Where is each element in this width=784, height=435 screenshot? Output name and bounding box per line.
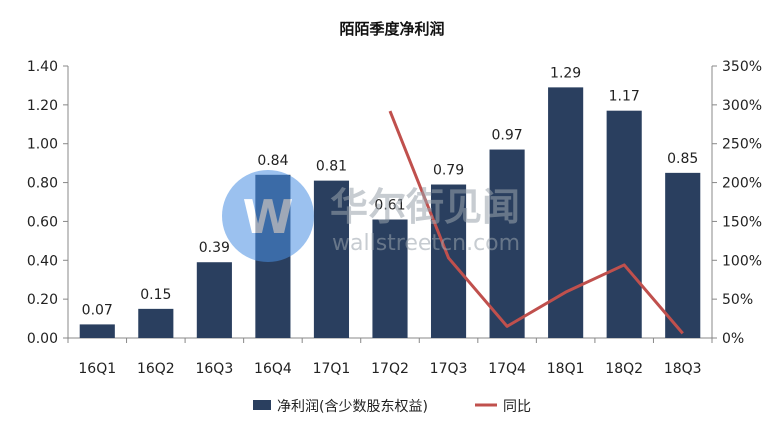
y-left-tick-label: 0.40 [27, 253, 58, 269]
legend-label-line: 同比 [503, 399, 531, 415]
legend: 净利润(含少数股东权益) 同比 [253, 399, 531, 415]
bar [372, 219, 408, 338]
x-tick-label: 18Q1 [547, 361, 585, 377]
y-left-tick-label: 0.60 [27, 214, 58, 230]
y-left-tick-label: 0.00 [27, 331, 58, 347]
y-left-tick-label: 0.80 [27, 176, 58, 192]
x-tick-label: 16Q4 [254, 361, 292, 377]
y-right-tick-label: 300% [722, 98, 762, 114]
data-label: 0.15 [140, 287, 171, 303]
bar [79, 324, 115, 338]
x-tick-label: 18Q2 [605, 361, 643, 377]
data-label: 0.39 [199, 240, 230, 256]
watermark: W 华尔街见闻 wallstreetcn.com [222, 170, 520, 262]
plot-area: 0.00 0.20 0.40 0.60 0.80 1.00 1.20 1.40 0% 50% 100… [27, 59, 762, 377]
data-label: 0.61 [374, 197, 405, 213]
x-tick-label: 16Q3 [195, 361, 233, 377]
y-left-tick-label: 1.40 [27, 59, 58, 75]
x-tick-label: 16Q2 [137, 361, 175, 377]
data-label: 0.85 [667, 151, 698, 167]
data-label: 0.79 [433, 163, 464, 179]
y-right-tick-label: 100% [722, 253, 762, 269]
y-right-tick-label: 50% [722, 292, 753, 308]
series-line-yoy [388, 110, 684, 335]
watermark-text-en: wallstreetcn.com [332, 231, 520, 256]
legend-label-bar: 净利润(含少数股东权益) [277, 399, 428, 415]
bar [548, 87, 584, 338]
bar [430, 184, 467, 338]
bar [665, 172, 701, 338]
legend-swatch-bar [253, 400, 271, 410]
data-label: 0.97 [492, 128, 523, 144]
chart-title: 陌陌季度净利润 [339, 20, 444, 38]
y-left-tick-label: 0.20 [27, 292, 58, 308]
y-right-tick-label: 200% [722, 176, 762, 192]
x-tick-label: 17Q1 [313, 361, 351, 377]
watermark-logo-letter: W [243, 190, 294, 244]
bar [196, 262, 232, 338]
bar [138, 308, 174, 338]
data-label: 0.07 [82, 302, 113, 318]
y-right-tick-label: 350% [722, 59, 762, 75]
watermark-text-cn: 华尔街见闻 [330, 185, 520, 229]
data-label: 0.81 [316, 159, 347, 175]
y-left-tick-label: 1.20 [27, 98, 58, 114]
y-right-tick-label: 0% [722, 331, 744, 347]
x-tick-label: 16Q1 [78, 361, 116, 377]
x-tick-label: 17Q2 [371, 361, 409, 377]
bar [606, 110, 642, 338]
y-left-tick-label: 1.00 [27, 137, 58, 153]
data-label: 1.17 [609, 89, 640, 105]
x-tick-label: 18Q3 [664, 361, 702, 377]
x-tick-label: 17Q4 [488, 361, 526, 377]
y-right-tick-label: 250% [722, 137, 762, 153]
data-label: 1.29 [550, 65, 581, 81]
bar [313, 180, 350, 338]
y-right-tick-label: 150% [722, 214, 762, 230]
watermark-logo [222, 170, 314, 262]
x-tick-label: 17Q3 [430, 361, 468, 377]
data-label: 0.84 [257, 153, 288, 169]
bar [489, 149, 525, 338]
